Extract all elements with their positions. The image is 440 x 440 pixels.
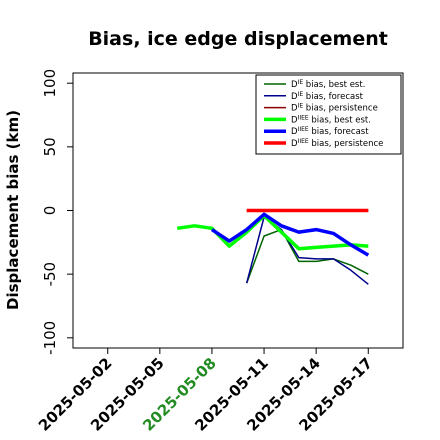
legend-entry-2: DIE bias, forecast xyxy=(291,91,364,102)
legend: DIE bias, best est.DIE bias, forecastDIE… xyxy=(255,74,402,155)
y-tick-label: 100 xyxy=(41,69,59,98)
y-tick-label: 50 xyxy=(41,137,59,156)
legend-entry-5: DIIEE bias, forecast xyxy=(291,126,369,137)
plot-area xyxy=(176,208,370,285)
legend-entry-1: DIE bias, best est. xyxy=(291,79,365,90)
legend-box xyxy=(255,74,402,155)
y-tick-label: 0 xyxy=(41,206,59,216)
y-axis-label: Displacement bias (km) xyxy=(4,110,22,310)
series-line-2 xyxy=(245,216,369,285)
series-line-4 xyxy=(176,213,369,251)
series-line-5 xyxy=(210,212,370,257)
series-line-1 xyxy=(245,228,369,284)
y-tick-label: -100 xyxy=(41,321,59,355)
legend-entry-6: DIIEE bias, persistence xyxy=(291,138,383,149)
legend-entry-4: DIIEE bias, best est. xyxy=(291,114,371,125)
y-tick-label: -50 xyxy=(41,262,59,287)
chart-title: Bias, ice edge displacement xyxy=(88,28,388,50)
legend-entry-3: DIE bias, persistence xyxy=(291,103,378,114)
